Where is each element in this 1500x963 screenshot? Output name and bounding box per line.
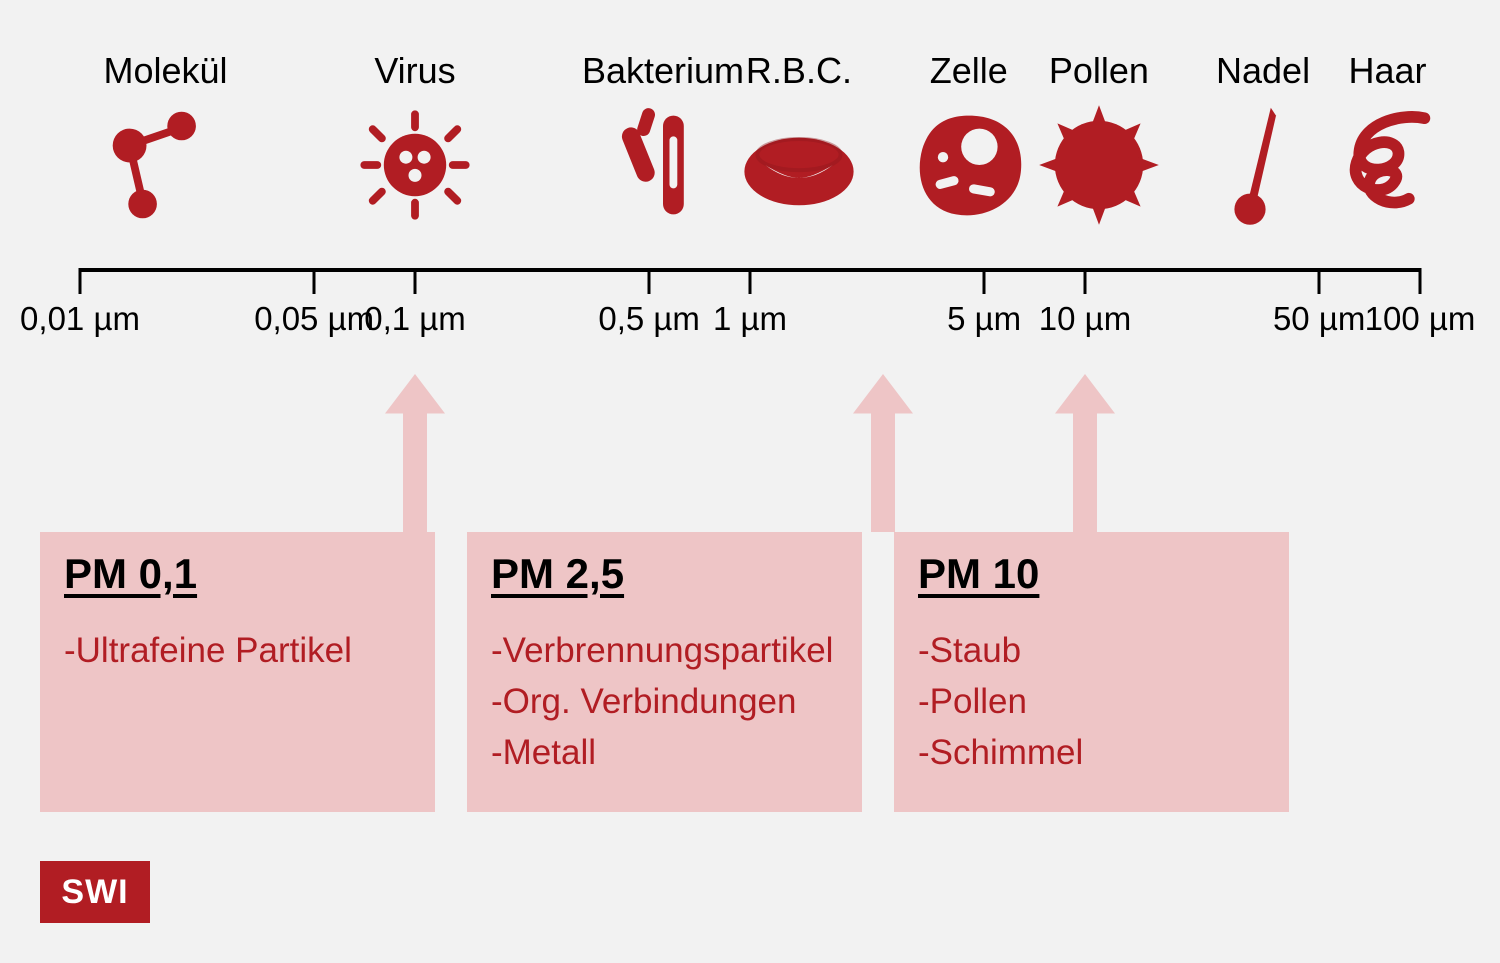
item-label-virus: Virus [374,50,455,92]
tick-3 [648,268,651,294]
pm-line-2-1: -Pollen [918,677,1265,728]
pm-title-0: PM 0,1 [64,550,411,598]
pm-line-1-2: -Metall [491,728,838,779]
tick-label-7: 50 µm [1273,300,1365,338]
pm-box-1: PM 2,5 -Verbrennungspartikel -Org. Verbi… [467,532,862,812]
pm-title-2: PM 10 [918,550,1265,598]
tick-7 [1318,268,1321,294]
tick-2 [414,268,417,294]
tick-label-4: 1 µm [713,300,787,338]
swi-logo-text: SWI [61,873,128,912]
item-label-needle: Nadel [1216,50,1310,92]
needle-icon [1198,100,1328,230]
item-label-hair: Haar [1349,50,1427,92]
tick-label-1: 0,05 µm [254,300,374,338]
tick-0 [79,268,82,294]
tick-8 [1419,268,1422,294]
hair-icon [1323,100,1453,230]
tick-label-3: 0,5 µm [598,300,700,338]
tick-label-8: 100 µm [1365,300,1476,338]
pm-line-2-2: -Schimmel [918,728,1265,779]
cell-icon [904,100,1034,230]
tick-label-0: 0,01 µm [20,300,140,338]
tick-6 [1084,268,1087,294]
tick-4 [749,268,752,294]
item-label-cell: Zelle [930,50,1008,92]
tick-label-6: 10 µm [1039,300,1131,338]
pm-box-2: PM 10 -Staub -Pollen -Schimmel [894,532,1289,812]
infographic-stage: Molekül Virus Bakterium R.B.C. Zelle Pol… [0,0,1500,963]
pm-line-0-0: -Ultrafeine Partikel [64,626,411,677]
item-label-rbc: R.B.C. [746,50,852,92]
rbc-icon [734,100,864,230]
item-label-molecule: Molekül [103,50,227,92]
bacteria-icon [598,100,728,230]
pollen-icon [1034,100,1164,230]
tick-1 [313,268,316,294]
item-label-bacteria: Bakterium [582,50,744,92]
pm-arrow-1 [853,374,913,537]
pm-title-1: PM 2,5 [491,550,838,598]
swi-logo: SWI [40,861,150,923]
pm-arrow-0 [385,374,445,537]
pm-line-1-1: -Org. Verbindungen [491,677,838,728]
item-label-pollen: Pollen [1049,50,1149,92]
virus-icon [350,100,480,230]
molecule-icon [101,100,231,230]
pm-line-1-0: -Verbrennungspartikel [491,626,838,677]
pm-arrow-2 [1055,374,1115,537]
tick-5 [983,268,986,294]
pm-line-2-0: -Staub [918,626,1265,677]
tick-label-2: 0,1 µm [364,300,466,338]
pm-box-0: PM 0,1 -Ultrafeine Partikel [40,532,435,812]
tick-label-5: 5 µm [947,300,1021,338]
